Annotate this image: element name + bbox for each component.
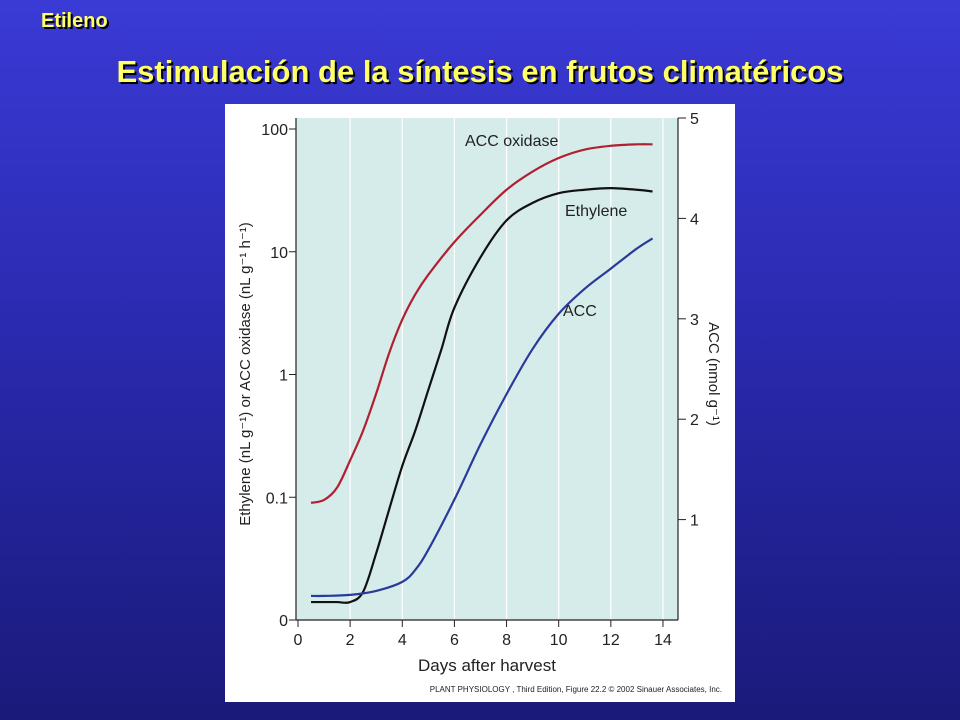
ethylene-line (311, 187, 653, 604)
plot-area (296, 118, 678, 620)
right-y-axis-label: ACC (nmol g⁻¹) (705, 322, 722, 426)
left-y-axis-label: Ethylene (nL g⁻¹) or ACC oxidase (nL g⁻¹… (237, 222, 254, 526)
acc-series-label: ACC (563, 303, 597, 320)
x-tick-label: 6 (450, 632, 459, 649)
left-tick-label: 1 (279, 368, 288, 385)
slide-title: Estimulación de la síntesis en frutos cl… (116, 54, 844, 89)
acc-oxidase-series-label: ACC oxidase (465, 133, 558, 150)
x-axis-label: Days after harvest (418, 656, 556, 675)
right-tick-label: 3 (690, 312, 699, 329)
x-tick-label: 0 (294, 632, 303, 649)
left-tick-label: 100 (261, 122, 288, 139)
right-tick-label: 4 (690, 211, 699, 228)
acc-line (311, 237, 654, 598)
right-tick-label: 1 (690, 513, 699, 530)
left-tick-label: 10 (270, 245, 288, 262)
ethylene-series-label: Ethylene (565, 203, 627, 220)
left-tick-label: 0.1 (266, 490, 288, 507)
x-tick-label: 2 (346, 632, 355, 649)
figure-credit: PLANT PHYSIOLOGY , Third Edition, Figure… (430, 685, 722, 694)
section-label: Etileno (41, 10, 108, 32)
x-tick-label: 12 (602, 632, 620, 649)
x-tick-label: 8 (502, 632, 511, 649)
x-tick-label: 4 (398, 632, 407, 649)
right-tick-label: 2 (690, 412, 699, 429)
acc-oxidase-line (310, 143, 653, 504)
figure-panel: 0 2 4 6 8 10 12 14 0 0.1 1 10 100 1 2 3 4 5 ACC oxidase Et… (225, 104, 735, 702)
left-tick-label: 0 (279, 613, 288, 630)
right-tick-label: 5 (690, 111, 699, 128)
x-tick-label: 14 (654, 632, 672, 649)
x-tick-label: 10 (550, 632, 568, 649)
